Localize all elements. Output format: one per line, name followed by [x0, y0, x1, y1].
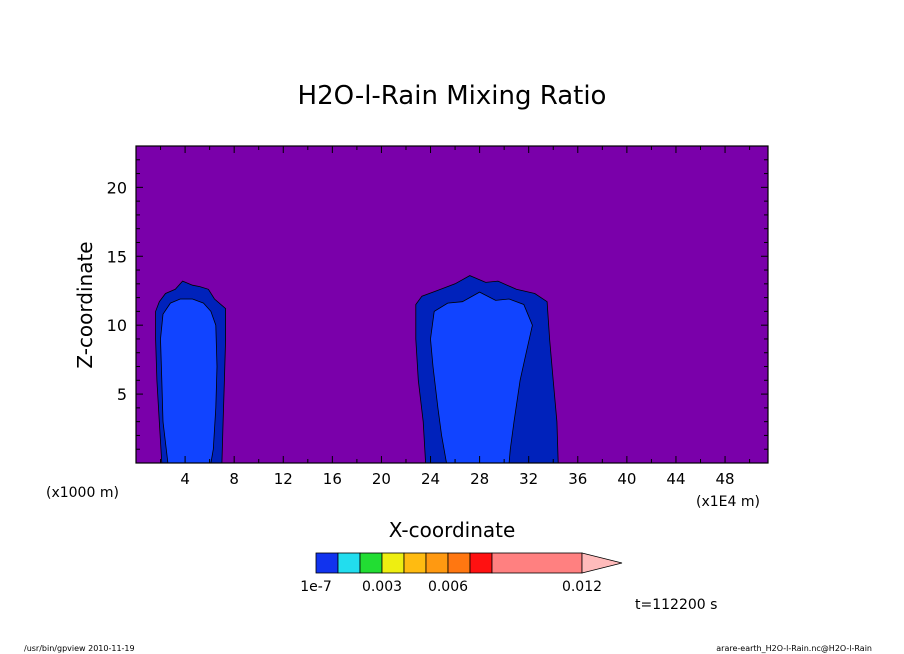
y-tick-label: 10: [107, 316, 127, 335]
y-tick-label: 5: [117, 385, 127, 404]
plot-frame: [135, 145, 769, 464]
x-tick-label: 20: [372, 470, 391, 488]
colorbar-segment: [403, 552, 427, 574]
colorbar-segment: [469, 552, 493, 574]
contour-cells: [155, 275, 559, 464]
footer-left: /usr/bin/gpview 2010-11-19: [24, 644, 135, 653]
colorbar-segment: [491, 552, 583, 574]
colorbar-segment: [359, 552, 383, 574]
colorbar-segment: [337, 552, 361, 574]
x-tick-label: 36: [568, 470, 587, 488]
colorbar-segment: [315, 552, 339, 574]
colorbar-segment: [425, 552, 449, 574]
y-tick-label: 15: [107, 247, 127, 266]
colorbar-tick-label: 0.003: [362, 579, 402, 595]
colorbar-segment: [447, 552, 471, 574]
colorbar: 1e-7 0.003 0.006 0.012: [300, 552, 623, 595]
x-unit-right: (x1E4 m): [696, 494, 760, 510]
x-tick-label: 24: [421, 470, 440, 488]
x-axis-label: X-coordinate: [389, 518, 516, 542]
x-unit-left: (x1000 m): [46, 485, 119, 501]
footer-right: arare-earth_H2O-l-Rain.nc@H2O-l-Rain: [716, 644, 872, 653]
x-tick-label: 40: [617, 470, 636, 488]
cell-1-inner-contour: [160, 298, 218, 464]
cell-2-inner-contour: [430, 291, 533, 464]
colorbar-tick-label: 1e-7: [300, 579, 331, 595]
x-tick-label: 4: [180, 470, 190, 488]
colorbar-extend-arrow: [581, 552, 623, 574]
colorbar-tick-label: 0.012: [562, 579, 602, 595]
x-tick-label: 28: [470, 470, 489, 488]
y-tick-label: 20: [107, 178, 127, 197]
x-tick-label: 16: [323, 470, 342, 488]
x-tick-label: 8: [229, 470, 239, 488]
x-tick-label: 44: [666, 470, 685, 488]
colorbar-tick-label: 0.006: [428, 579, 468, 595]
x-tick-label: 32: [519, 470, 538, 488]
x-tick-label: 12: [274, 470, 293, 488]
chart-title: H2O-l-Rain Mixing Ratio: [298, 81, 607, 111]
colorbar-segment: [381, 552, 405, 574]
x-tick-label: 48: [716, 470, 735, 488]
y-axis-label: Z-coordinate: [73, 241, 97, 368]
time-label: t=112200 s: [635, 597, 717, 613]
